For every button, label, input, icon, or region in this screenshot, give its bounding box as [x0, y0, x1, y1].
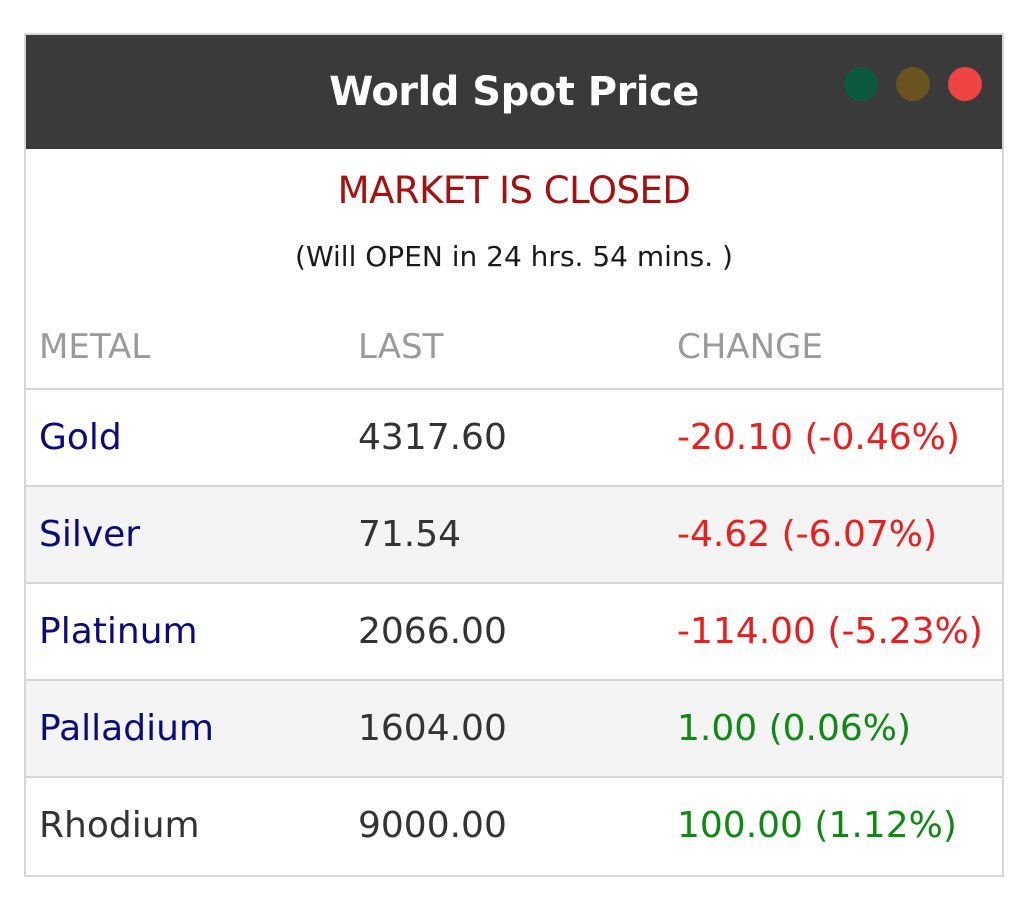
- metal-name[interactable]: Platinum: [39, 611, 198, 652]
- red-dot-icon[interactable]: [948, 67, 982, 101]
- table-header: METAL LAST CHANGE: [26, 315, 1002, 390]
- market-status: MARKET IS CLOSED: [337, 169, 691, 212]
- last-price: 2066.00: [358, 611, 507, 652]
- last-price: 4317.60: [358, 417, 507, 458]
- price-change: -114.00 (-5.23%): [677, 611, 983, 652]
- spot-price-widget: World Spot Price MARKET IS CLOSED (Will …: [24, 33, 1004, 877]
- brown-dot-icon[interactable]: [896, 67, 930, 101]
- table-row: Platinum 2066.00 -114.00 (-5.23%): [26, 584, 1002, 681]
- market-next-open: (Will OPEN in 24 hrs. 54 mins. ): [295, 240, 733, 273]
- price-change: -4.62 (-6.07%): [677, 514, 938, 555]
- widget-title: World Spot Price: [329, 69, 699, 115]
- last-price: 9000.00: [358, 805, 507, 846]
- metal-name[interactable]: Gold: [39, 417, 122, 458]
- metal-name[interactable]: Palladium: [39, 708, 214, 749]
- metal-name: Rhodium: [39, 805, 200, 846]
- column-header-last: LAST: [358, 327, 444, 367]
- last-price: 71.54: [358, 514, 462, 555]
- green-dot-icon[interactable]: [844, 67, 878, 101]
- metal-name[interactable]: Silver: [39, 514, 141, 555]
- last-price: 1604.00: [358, 708, 507, 749]
- column-header-metal: METAL: [39, 327, 151, 367]
- table-row: Rhodium 9000.00 100.00 (1.12%): [26, 778, 1002, 875]
- table-row: Palladium 1604.00 1.00 (0.06%): [26, 681, 1002, 778]
- price-change: 100.00 (1.12%): [677, 805, 957, 846]
- title-bar: World Spot Price: [26, 35, 1002, 149]
- table-row: Silver 71.54 -4.62 (-6.07%): [26, 487, 1002, 584]
- column-header-change: CHANGE: [677, 327, 823, 367]
- table-row: Gold 4317.60 -20.10 (-0.46%): [26, 390, 1002, 487]
- price-change: 1.00 (0.06%): [677, 708, 912, 749]
- price-change: -20.10 (-0.46%): [677, 417, 960, 458]
